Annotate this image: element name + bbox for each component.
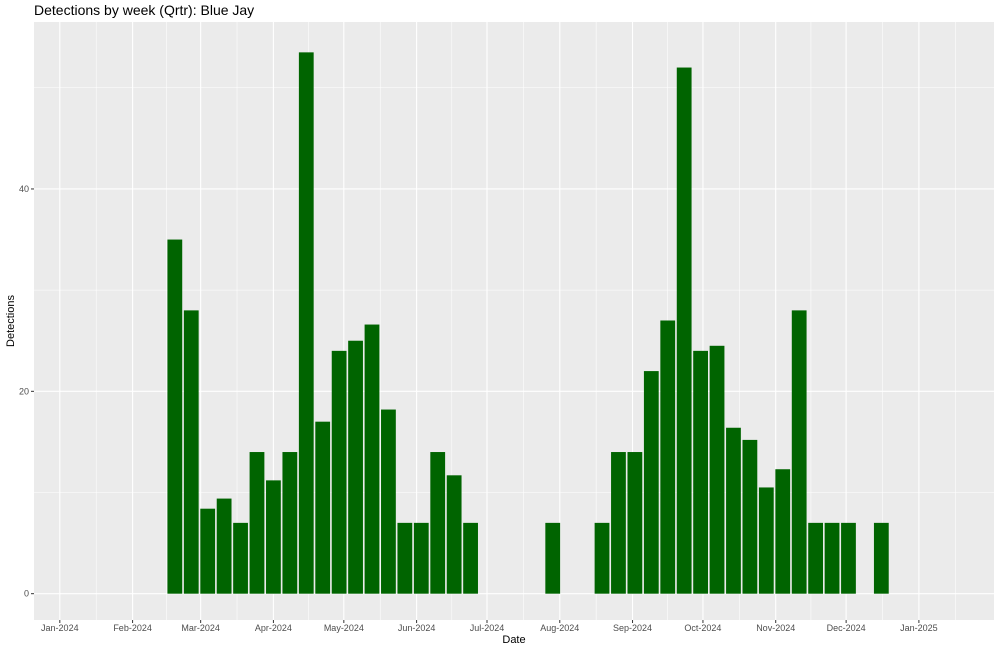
x-axis: Jan-2024 Feb-2024 Mar-2024 Apr-2024 May-2024… [41, 620, 938, 633]
x-tick-label: Apr-2024 [255, 623, 292, 633]
bar [298, 52, 314, 594]
x-tick-label: Feb-2024 [113, 623, 152, 633]
bar [676, 67, 692, 594]
bars [167, 52, 889, 594]
bar [824, 522, 840, 594]
bar [627, 452, 643, 594]
x-tick-label: Jun-2024 [398, 623, 436, 633]
bar [446, 475, 462, 594]
x-tick-label: Sep-2024 [613, 623, 652, 633]
bar [594, 522, 610, 594]
x-tick-label: Nov-2024 [756, 623, 795, 633]
bar [397, 522, 413, 594]
x-tick-label: Aug-2024 [540, 623, 579, 633]
y-tick-label: 40 [19, 184, 29, 194]
y-tick-label: 0 [24, 589, 29, 599]
x-tick-label: Jan-2025 [900, 623, 938, 633]
y-axis-title: Detections [5, 295, 17, 347]
x-axis-title: Date [502, 634, 525, 646]
x-tick-label: Dec-2024 [827, 623, 866, 633]
bar [709, 345, 725, 594]
bar [791, 310, 807, 594]
bar [726, 427, 741, 594]
bar [643, 371, 659, 594]
bar [775, 469, 791, 594]
bar [348, 340, 363, 594]
bar [742, 439, 758, 594]
x-tick-label: Jan-2024 [41, 623, 79, 633]
y-tick-label: 20 [19, 386, 29, 396]
bar [282, 452, 298, 594]
bar [364, 324, 380, 594]
x-tick-label: Oct-2024 [684, 623, 721, 633]
bar [841, 522, 856, 594]
x-tick-label: May-2024 [324, 623, 364, 633]
bar [463, 522, 478, 594]
bar [693, 350, 708, 594]
bar [200, 508, 216, 594]
bar [216, 498, 232, 594]
x-tick-label: Jul-2024 [470, 623, 505, 633]
y-axis: 0 20 40 [19, 184, 34, 599]
bar [266, 480, 281, 594]
bar [611, 452, 626, 594]
bar [183, 310, 199, 594]
bar [430, 452, 446, 594]
bar [873, 522, 889, 594]
bar [167, 239, 183, 594]
bar [315, 421, 331, 594]
chart-title: Detections by week (Qrtr): Blue Jay [34, 2, 255, 18]
bar [758, 487, 774, 594]
bar [413, 522, 429, 594]
bar [381, 409, 396, 594]
bar [331, 350, 347, 594]
bar [545, 522, 561, 594]
x-tick-label: Mar-2024 [181, 623, 220, 633]
bar [808, 522, 824, 594]
bar [233, 522, 248, 594]
bar [660, 320, 676, 594]
bar [249, 452, 265, 594]
